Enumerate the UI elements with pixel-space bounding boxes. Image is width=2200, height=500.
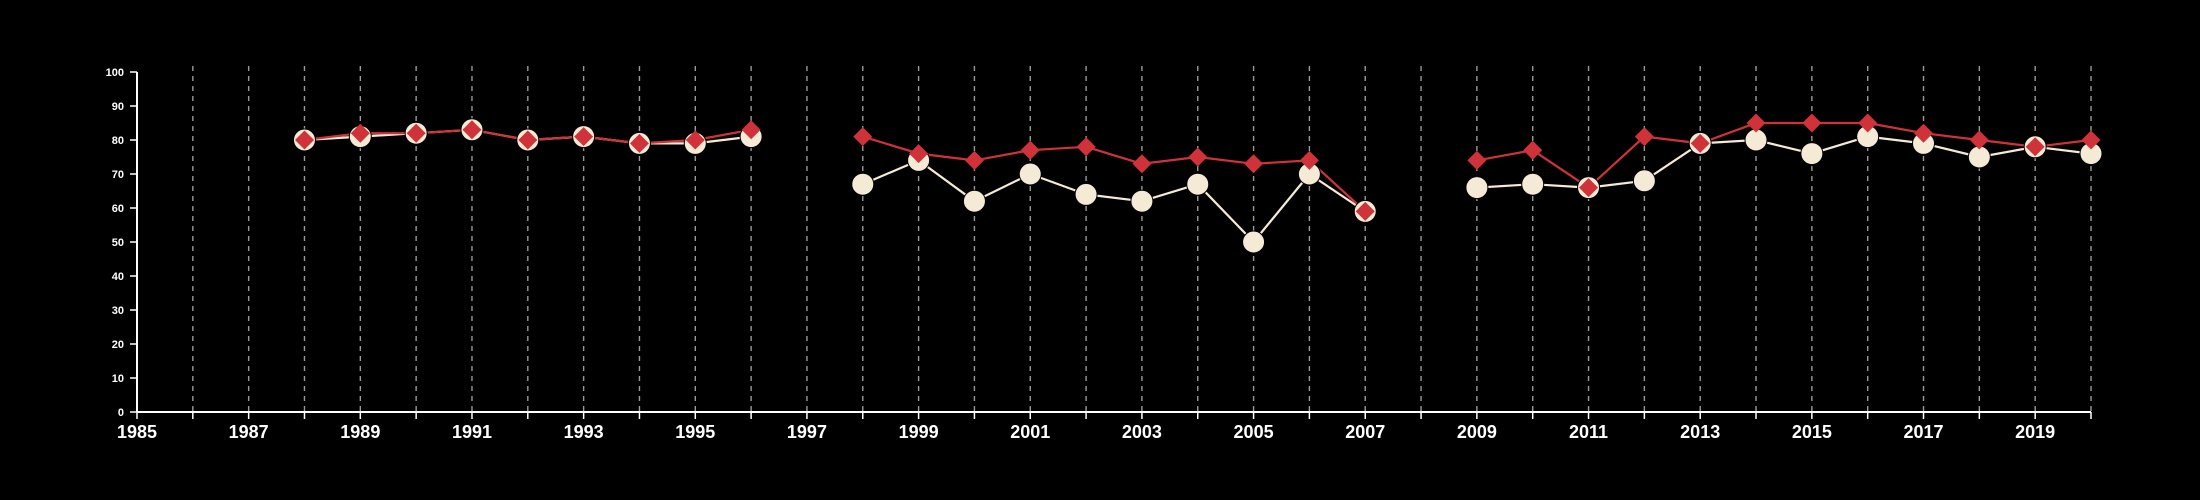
x-tick-label: 2019 xyxy=(2015,422,2055,442)
series-2-point xyxy=(1579,178,1599,198)
series-2-line xyxy=(1476,121,2092,189)
series-2-point xyxy=(1467,150,1487,170)
y-tick-label: 100 xyxy=(106,67,124,79)
y-tick-label: 60 xyxy=(112,203,124,215)
series-2-point xyxy=(1690,133,1710,153)
series-1-line xyxy=(1476,135,2092,189)
series-2-point xyxy=(1244,154,1264,174)
series-2-point xyxy=(2025,137,2045,157)
series-2-point xyxy=(574,127,594,147)
series-1-point xyxy=(1130,189,1154,213)
series-2-point xyxy=(741,120,761,140)
series-2-point xyxy=(1746,113,1766,133)
y-tick-label: 90 xyxy=(112,101,124,113)
x-tick-label: 2011 xyxy=(1569,422,1608,442)
x-tick-label: 1991 xyxy=(452,422,492,442)
x-tick-label: 1989 xyxy=(340,422,380,442)
series-2-point xyxy=(294,130,314,150)
series-2-point xyxy=(685,130,705,150)
axes: 0 10 20 30 40 50 60 70 80 90 100 1985 1987 1989 1991 19… xyxy=(106,67,2092,442)
y-tick-label: 30 xyxy=(112,305,124,317)
series-1-point xyxy=(962,189,986,213)
x-tick-label: 2017 xyxy=(1903,422,1943,442)
series-1-point xyxy=(1186,172,1210,196)
series-2-point xyxy=(1802,113,1822,133)
x-tick-label: 1993 xyxy=(564,422,604,442)
series-2-point xyxy=(518,130,538,150)
y-tick-label: 20 xyxy=(112,339,124,351)
y-tick-label: 10 xyxy=(112,373,124,385)
x-tick-label: 1987 xyxy=(229,422,269,442)
gridlines xyxy=(192,66,2092,412)
series-2-line xyxy=(862,135,1366,213)
x-tick-label: 1999 xyxy=(899,422,939,442)
y-tick-label: 70 xyxy=(112,169,124,181)
series-2-point xyxy=(909,144,929,164)
series-1-point xyxy=(1242,230,1266,254)
y-tick-label: 0 xyxy=(118,407,124,419)
x-tick-label: 2005 xyxy=(1234,422,1274,442)
series-2-point xyxy=(1020,140,1040,160)
series-2-point xyxy=(406,123,426,143)
series-2-point xyxy=(1858,113,1878,133)
x-tick-label: 2015 xyxy=(1792,422,1832,442)
series xyxy=(292,113,2103,254)
series-2-point xyxy=(2081,130,2101,150)
series-1-point xyxy=(1074,182,1098,206)
x-tick-label: 1985 xyxy=(117,422,157,442)
series-2-point xyxy=(462,120,482,140)
series-2-point xyxy=(1969,130,1989,150)
x-tick-label: 2001 xyxy=(1010,422,1050,442)
series-1-point xyxy=(851,172,875,196)
series-2-point xyxy=(1132,154,1152,174)
series-1-line xyxy=(862,159,1366,244)
series-2-point xyxy=(629,133,649,153)
x-tick-label: 1995 xyxy=(675,422,715,442)
x-tick-label: 2013 xyxy=(1680,422,1720,442)
series-1-point xyxy=(1632,169,1656,193)
x-tick-label: 1997 xyxy=(787,422,827,442)
x-tick-label: 2007 xyxy=(1345,422,1385,442)
series-2-point xyxy=(1299,150,1319,170)
series-2-point xyxy=(350,123,370,143)
series-1-point xyxy=(1800,142,1824,166)
series-2-point xyxy=(1914,123,1934,143)
series-1-point xyxy=(1521,172,1545,196)
series-1-point xyxy=(1018,162,1042,186)
series-2-point xyxy=(1523,140,1543,160)
y-tick-label: 50 xyxy=(112,237,124,249)
y-tick-label: 80 xyxy=(112,135,124,147)
series-1-point xyxy=(1465,176,1489,200)
x-tick-label: 2009 xyxy=(1457,422,1497,442)
series-2-point xyxy=(1355,201,1375,221)
series-2-point xyxy=(1634,127,1654,147)
series-2-point xyxy=(853,127,873,147)
y-tick-label: 40 xyxy=(112,271,124,283)
series-2-point xyxy=(1076,137,1096,157)
x-tick-label: 2003 xyxy=(1122,422,1162,442)
series-2-point xyxy=(964,150,984,170)
series-2-point xyxy=(1188,147,1208,167)
